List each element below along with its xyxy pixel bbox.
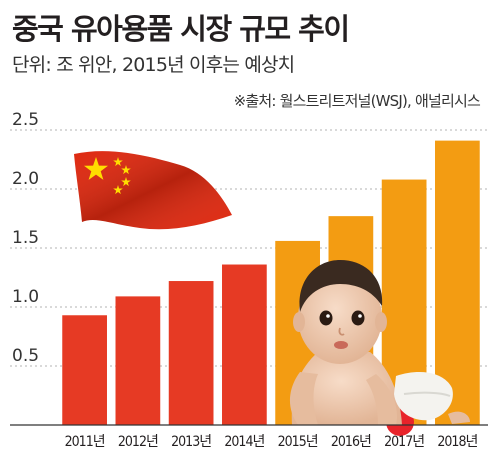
x-tick-label: 2014년 (224, 434, 264, 450)
x-axis-labels: 2011년 2012년 2013년 2014년 2015년 2016년 2017년 2018년 (65, 434, 479, 450)
bar (222, 264, 267, 425)
y-tick-label: 0.5 (12, 346, 39, 366)
x-tick-label: 2012년 (118, 434, 158, 450)
y-axis-ticks: 0.5 1.0 1.5 2.0 2.5 (12, 110, 39, 366)
chart-title: 중국 유아용품 시장 규모 추이 (12, 12, 350, 46)
y-tick-label: 1.0 (12, 287, 39, 307)
x-tick-label: 2016년 (331, 434, 371, 450)
y-tick-label: 1.5 (12, 228, 39, 248)
y-tick-label: 2.0 (12, 169, 39, 189)
bar (435, 140, 480, 425)
bar (168, 281, 214, 425)
chart-source: ※출처: 월스트리트저널(WSJ), 애널리시스 (233, 92, 481, 110)
x-tick-label: 2015년 (278, 434, 318, 450)
baby-illustration (289, 260, 470, 436)
bar (62, 315, 107, 425)
y-tick-label: 2.5 (12, 110, 39, 130)
chart-subtitle: 단위: 조 위안, 2015년 이후는 예상치 (12, 54, 295, 76)
x-tick-label: 2017년 (384, 434, 424, 450)
x-tick-label: 2018년 (437, 434, 477, 450)
x-tick-label: 2013년 (171, 434, 211, 450)
china-flag-icon (74, 151, 232, 230)
bar (115, 296, 161, 425)
x-tick-label: 2011년 (65, 434, 105, 450)
